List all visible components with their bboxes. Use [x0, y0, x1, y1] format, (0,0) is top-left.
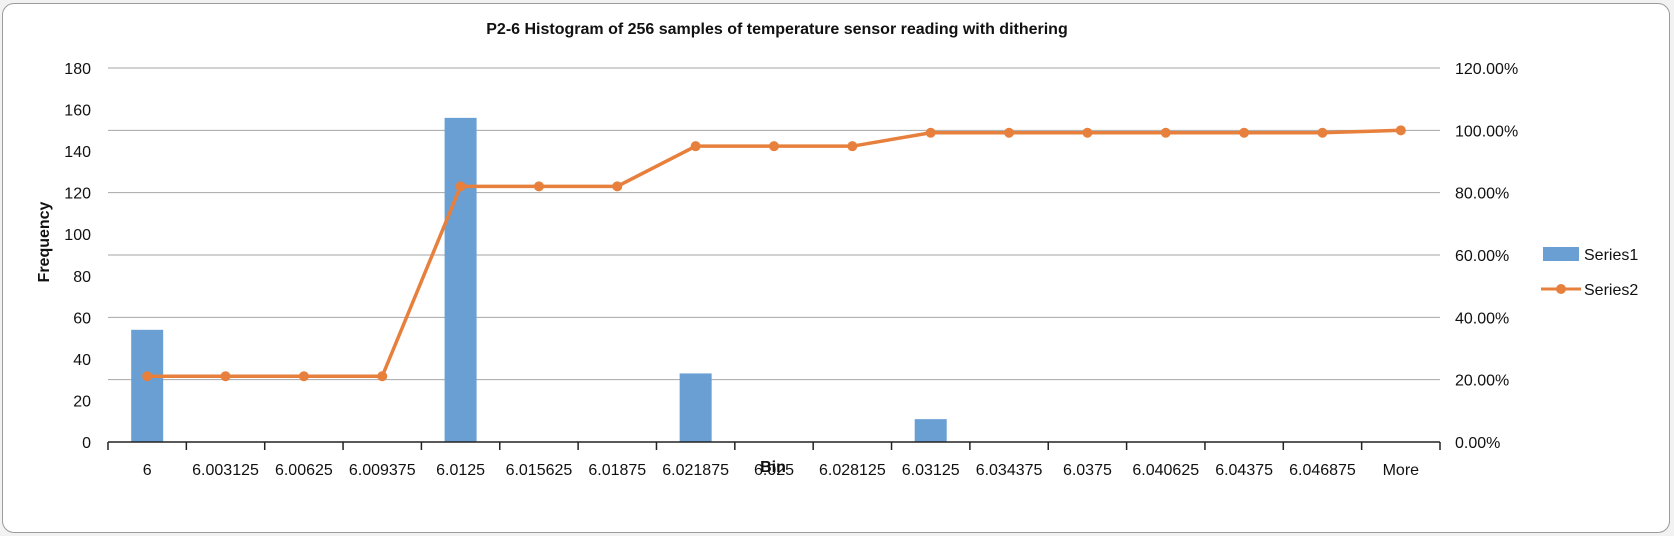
y2-tick-label: 0.00%	[1455, 435, 1500, 452]
y-tick-label: 40	[73, 352, 91, 369]
y-tick-label: 20	[73, 393, 91, 410]
series2-point-6.028125	[847, 141, 858, 152]
gridlines	[108, 67, 1440, 381]
series2-point-6.04375	[1239, 127, 1250, 138]
chart-title: P2-6 Histogram of 256 samples of tempera…	[486, 21, 1067, 38]
x-tick-label: 6.015625	[506, 462, 573, 479]
y-tick-label: 180	[64, 61, 91, 78]
bar-6.03125	[914, 419, 947, 442]
bar-6.021875	[679, 373, 712, 442]
y-axis-title: Frequency	[36, 201, 53, 282]
series2-point-6.009375	[377, 371, 388, 382]
x-tick-label: More	[1383, 462, 1420, 479]
y-tick-label: 60	[73, 310, 91, 327]
x-tick-label: 6.021875	[662, 462, 729, 479]
y-tick-label: 100	[64, 227, 91, 244]
series2-point-6.025	[769, 141, 779, 152]
y2-tick-label: 120.00%	[1455, 61, 1518, 78]
series2-point-More	[1395, 125, 1406, 136]
series2-point-6.00625	[298, 371, 309, 382]
x-tick-label: 6.003125	[192, 462, 259, 479]
series2-point-6.003125	[220, 371, 231, 382]
legend-label-series2: Series2	[1584, 282, 1638, 299]
y-tick-label: 160	[64, 103, 91, 120]
y2-tick-label: 80.00%	[1455, 186, 1509, 203]
x-tick-label: 6.046875	[1289, 462, 1356, 479]
series2-point-6.040625	[1160, 127, 1171, 138]
series2-point-6.021875	[690, 141, 701, 152]
series2-point-6.03125	[925, 127, 936, 138]
series2-point-6.01875	[612, 181, 623, 192]
series2-point-6.0375	[1082, 127, 1093, 138]
y-tick-label: 140	[64, 144, 91, 161]
y2-tick-label: 60.00%	[1455, 248, 1509, 265]
x-axis-ticks: 6 6.003125 6.00625 6.009375 6.0125 6.015625 6.…	[143, 462, 1419, 479]
histogram-chart: P2-6 Histogram of 256 samples of tempera…	[36, 21, 1638, 479]
legend-swatch-series1	[1543, 247, 1579, 261]
axes	[107, 441, 1441, 450]
x-tick-label: 6	[143, 462, 152, 479]
y2-tick-label: 100.00%	[1455, 123, 1518, 140]
series2-point-6.0125	[455, 181, 466, 192]
x-tick-label: 6.03125	[902, 462, 960, 479]
x-tick-label: 6.009375	[349, 462, 416, 479]
legend: Series1 Series2	[1541, 247, 1638, 299]
bar-6	[131, 329, 164, 442]
bar-6.0125	[444, 117, 477, 442]
bars	[131, 117, 947, 442]
x-tick-label: 6.01875	[588, 462, 646, 479]
x-tick-label: 6.040625	[1132, 462, 1199, 479]
legend-label-series1: Series1	[1584, 247, 1638, 264]
y-axis-ticks: 0 20 40 60 80 100 120 140 160 180	[64, 61, 91, 452]
series2-point-6.046875	[1317, 127, 1328, 138]
x-tick-label: 6.028125	[819, 462, 886, 479]
y2-tick-label: 20.00%	[1455, 373, 1509, 390]
x-tick-label: 6.034375	[976, 462, 1043, 479]
y2-axis-ticks: 0.00% 20.00% 40.00% 60.00% 80.00% 100.00% 120.…	[1455, 61, 1518, 452]
y2-tick-label: 40.00%	[1455, 310, 1509, 327]
x-tick-label: 6.0125	[436, 462, 485, 479]
legend-marker-series2	[1556, 284, 1566, 294]
x-tick-label: 6.025	[754, 462, 794, 479]
y-tick-label: 80	[73, 269, 91, 286]
y-tick-label: 120	[64, 186, 91, 203]
x-tick-label: 6.0375	[1063, 462, 1112, 479]
x-axis-title: Bin	[760, 459, 786, 476]
y-tick-label: 0	[82, 435, 91, 452]
series2-point-6.015625	[533, 181, 544, 192]
line-series	[142, 125, 1406, 382]
series2-point-6.034375	[1004, 127, 1015, 138]
x-tick-label: 6.00625	[275, 462, 333, 479]
chart-frame: P2-6 Histogram of 256 samples of tempera…	[2, 3, 1670, 533]
x-tick-label: 6.04375	[1215, 462, 1273, 479]
series2-line	[147, 128, 1401, 379]
series2-point-6	[142, 371, 153, 382]
